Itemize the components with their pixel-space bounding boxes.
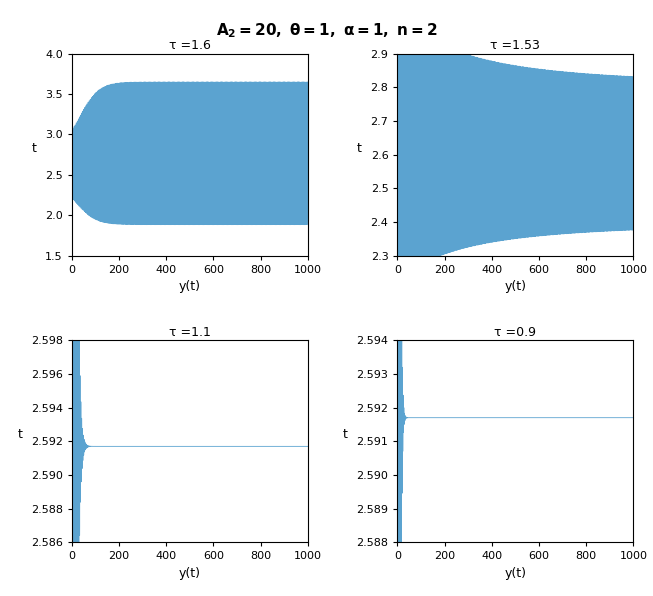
- Y-axis label: t: t: [343, 429, 348, 442]
- X-axis label: y(t): y(t): [504, 280, 526, 293]
- Title: τ =1.53: τ =1.53: [490, 39, 541, 52]
- Text: $\mathbf{A_2=20,\ \theta=1,\ \alpha=1,\ n=2}$: $\mathbf{A_2=20,\ \theta=1,\ \alpha=1,\ …: [215, 21, 438, 39]
- X-axis label: y(t): y(t): [179, 567, 201, 580]
- Y-axis label: t: t: [357, 142, 362, 154]
- Title: τ =1.6: τ =1.6: [169, 39, 211, 52]
- X-axis label: y(t): y(t): [179, 280, 201, 293]
- Title: τ =1.1: τ =1.1: [169, 326, 211, 339]
- Y-axis label: t: t: [17, 429, 22, 442]
- Y-axis label: t: t: [31, 142, 37, 154]
- X-axis label: y(t): y(t): [504, 567, 526, 580]
- Title: τ =0.9: τ =0.9: [494, 326, 536, 339]
